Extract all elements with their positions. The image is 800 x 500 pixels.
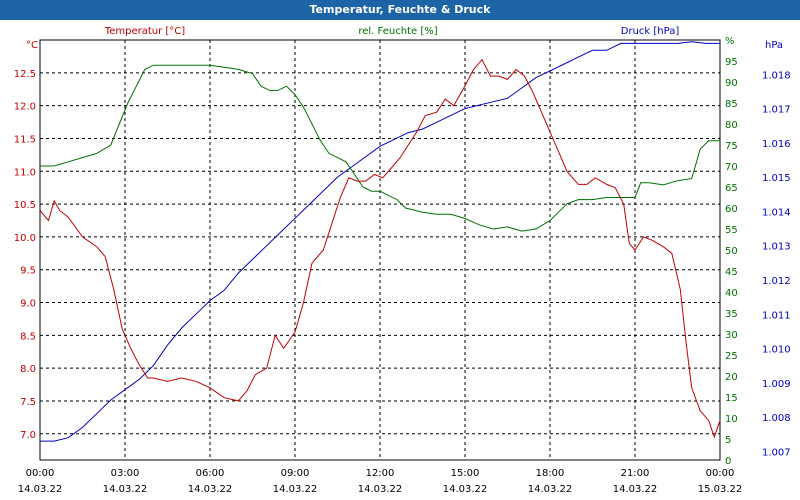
- pressure-tick-label: 1.011: [762, 310, 791, 321]
- pressure-tick-label: 1.016: [762, 139, 791, 150]
- legend-temperature: Temperatur [°C]: [104, 26, 185, 37]
- legend-pressure: Druck [hPa]: [621, 26, 680, 37]
- humidity-tick-label: 50: [725, 246, 738, 257]
- humidity-tick-label: 75: [725, 141, 738, 152]
- x-tick-time: 21:00: [621, 468, 650, 479]
- axis-labels: 7.0 7.5 8.0 8.5 9.0 9.5 10.0 10.5 11.0 11.5 12.0 12…: [14, 36, 791, 495]
- x-tick-date: 14.03.22: [188, 484, 233, 495]
- x-tick-time: 12:00: [366, 468, 395, 479]
- temperature-tick-label: 11.5: [14, 134, 36, 145]
- pressure-tick-label: 1.012: [762, 276, 791, 287]
- x-tick-time: 03:00: [111, 468, 140, 479]
- x-tick-date: 14.03.22: [273, 484, 318, 495]
- x-tick-date: 14.03.22: [18, 484, 63, 495]
- humidity-tick-label: 80: [725, 120, 738, 131]
- humidity-tick-label: 65: [725, 183, 738, 194]
- x-tick-time: 06:00: [196, 468, 225, 479]
- pressure-tick-label: 1.017: [762, 105, 791, 116]
- temperature-tick-label: 9.5: [20, 266, 36, 277]
- x-tick-date: 14.03.22: [528, 484, 573, 495]
- humidity-tick-label: 15: [725, 393, 738, 404]
- temperature-tick-label: 8.0: [20, 364, 36, 375]
- series-layer: [39, 41, 721, 442]
- pressure-tick-label: 1.010: [762, 345, 791, 356]
- temperature-line: [39, 58, 721, 439]
- x-tick-time: 09:00: [281, 468, 310, 479]
- temperature-tick-label: 11.0: [14, 167, 36, 178]
- pressure-tick-label: 1.013: [762, 242, 791, 253]
- temperature-tick-label: 9.0: [20, 299, 36, 310]
- humidity-tick-label: 60: [725, 204, 738, 215]
- x-tick-date: 15.03.22: [698, 484, 743, 495]
- pressure-tick-label: 1.018: [762, 70, 791, 81]
- humidity-tick-label: 90: [725, 78, 738, 89]
- temperature-tick-label: 10.5: [14, 200, 36, 211]
- humidity-tick-label: 35: [725, 309, 738, 320]
- humidity-line: [40, 64, 720, 232]
- humidity-tick-label: 70: [725, 162, 738, 173]
- window-title: Temperatur, Feuchte & Druck: [0, 0, 800, 20]
- pressure-line: [40, 41, 720, 442]
- x-tick-date: 14.03.22: [443, 484, 488, 495]
- x-tick-time: 18:00: [536, 468, 565, 479]
- humidity-tick-label: 85: [725, 99, 738, 110]
- temperature-tick-label: 10.0: [14, 233, 36, 244]
- x-tick-time: 15:00: [451, 468, 480, 479]
- x-tick-date: 14.03.22: [103, 484, 148, 495]
- pressure-unit-label: hPa: [765, 40, 783, 51]
- x-tick-time: 00:00: [26, 468, 55, 479]
- humidity-tick-label: 95: [725, 57, 738, 68]
- humidity-tick-label: 20: [725, 372, 738, 383]
- x-tick-date: 14.03.22: [358, 484, 403, 495]
- humidity-tick-label: 30: [725, 330, 738, 341]
- pressure-tick-label: 1.014: [762, 207, 791, 218]
- temperature-tick-label: 7.0: [20, 430, 36, 441]
- humidity-tick-label: %: [725, 36, 735, 47]
- humidity-tick-label: 40: [725, 288, 738, 299]
- humidity-tick-label: 45: [725, 267, 738, 278]
- temperature-unit-label: °C: [26, 40, 38, 51]
- pressure-tick-label: 1.015: [762, 173, 791, 184]
- temperature-tick-label: 12.5: [14, 69, 36, 80]
- humidity-tick-label: 0: [725, 456, 731, 467]
- x-tick-time: 00:00: [706, 468, 735, 479]
- humidity-tick-label: 5: [725, 435, 731, 446]
- humidity-tick-label: 55: [725, 225, 738, 236]
- temperature-tick-label: 8.5: [20, 331, 36, 342]
- pressure-tick-label: 1.007: [762, 447, 791, 458]
- temperature-tick-label: 7.5: [20, 397, 36, 408]
- humidity-tick-label: 25: [725, 351, 738, 362]
- humidity-tick-label: 10: [725, 414, 738, 425]
- legend-humidity: rel. Feuchte [%]: [358, 26, 437, 37]
- x-tick-date: 14.03.22: [613, 484, 658, 495]
- pressure-tick-label: 1.009: [762, 379, 791, 390]
- chart: 7.0 7.5 8.0 8.5 9.0 9.5 10.0 10.5 11.0 11.5 12.0 12…: [14, 26, 791, 495]
- pressure-tick-label: 1.008: [762, 413, 791, 424]
- temperature-tick-label: 12.0: [14, 102, 36, 113]
